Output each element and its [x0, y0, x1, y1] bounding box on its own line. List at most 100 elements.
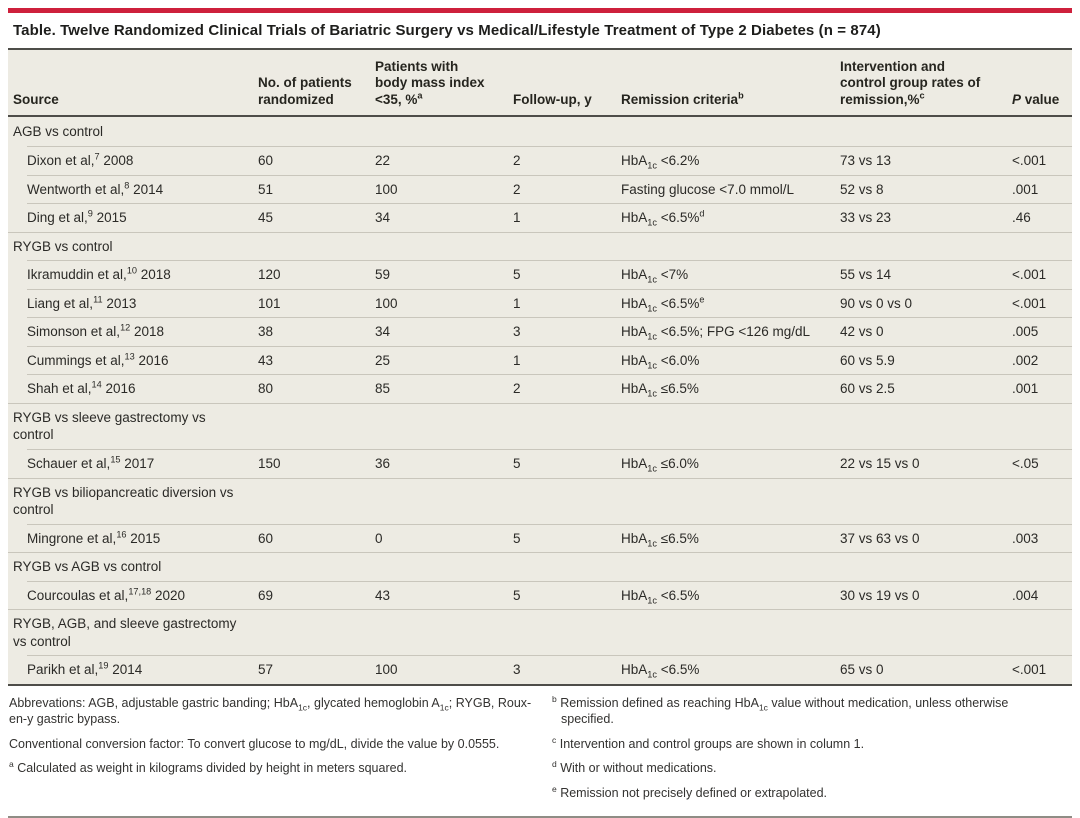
footnote-c: c Intervention and control groups are sh… [552, 734, 865, 751]
cell-followup: 1 [513, 210, 521, 226]
cell-followup: 1 [513, 295, 521, 311]
cell-p: .005 [1012, 324, 1039, 340]
group-header-row: AGB vs control [8, 117, 1072, 146]
cell-criteria: HbA1c <6.5%d [621, 208, 705, 228]
table-row: Wentworth et al,8 2014 51 100 2 Fasting gluc… [8, 174, 1072, 204]
cell-p: <.001 [1012, 267, 1047, 283]
cell-source: Shah et al,14 2016 [27, 379, 136, 397]
cell-n: 101 [258, 295, 281, 311]
cell-rates: 60 vs 2.5 [840, 381, 895, 397]
cell-rates: 42 vs 0 [840, 324, 884, 340]
footnote-e: e Remission not precisely defined or ext… [552, 783, 828, 800]
column-header-p: P value [1012, 91, 1060, 107]
cell-n: 57 [258, 662, 274, 678]
table-title: Table. Twelve Randomized Clinical Trials… [13, 22, 881, 39]
table-row: Cummings et al,13 2016 43 25 1 HbA1c <6.0% 60… [8, 345, 1072, 375]
cell-criteria: HbA1c <6.5% [621, 662, 700, 681]
table-row: Parikh et al,19 2014 57 100 3 HbA1c <6.5% 65 … [8, 655, 1072, 684]
cell-p: .001 [1012, 381, 1039, 397]
column-header-n: No. of patients randomized [258, 75, 352, 107]
group-header-row: RYGB, AGB, and sleeve gastrectomy vs con… [8, 609, 1072, 655]
group-header-row: RYGB vs sleeve gastrectomy vs control [8, 402, 1072, 449]
cell-followup: 5 [513, 587, 521, 603]
cell-rates: 55 vs 14 [840, 267, 892, 283]
cell-criteria: HbA1c <6.5%e [621, 294, 705, 314]
cell-p: .003 [1012, 530, 1039, 546]
cell-p: .004 [1012, 587, 1039, 603]
footnote-d: d With or without medications. [552, 759, 717, 776]
page: Table. Twelve Randomized Clinical Trials… [8, 8, 1072, 818]
cell-followup: 1 [513, 352, 521, 368]
cell-bmi: 0 [375, 530, 383, 546]
footnotes: Abbrevations: AGB, adjustable gastric ba… [8, 686, 1072, 810]
cell-criteria: HbA1c <7% [621, 267, 689, 285]
cell-source: Liang et al,11 2013 [27, 294, 137, 311]
cell-n: 69 [258, 587, 274, 603]
cell-source: Courcoulas et al,17,18 2020 [27, 586, 186, 603]
group-header-row: RYGB vs control [8, 231, 1072, 261]
cell-rates: 52 vs 8 [840, 181, 884, 197]
column-header-followup: Follow-up, y [513, 91, 592, 107]
cell-criteria: HbA1c <6.5% [621, 587, 700, 606]
cell-n: 51 [258, 181, 274, 197]
group-header-row: RYGB vs biliopancreatic diversion vs con… [8, 477, 1072, 524]
cell-p: <.001 [1012, 662, 1047, 678]
table-row: Dixon et al,7 2008 60 22 2 HbA1c <6.2% 73 vs … [8, 145, 1072, 175]
cell-p: <.001 [1012, 295, 1047, 311]
footnote-b: b Remission defined as reaching HbA1c va… [552, 693, 1009, 727]
cell-followup: 2 [513, 381, 521, 397]
cell-p: .46 [1012, 210, 1031, 226]
column-header-criteria: Remission criteriab [621, 90, 744, 107]
cell-p: <.05 [1012, 455, 1039, 471]
footnote: Conventional conversion factor: To conve… [9, 736, 500, 751]
cell-followup: 2 [513, 181, 521, 197]
cell-source: Schauer et al,15 2017 [27, 454, 155, 471]
cell-rates: 60 vs 5.9 [840, 352, 895, 368]
group-label: RYGB vs AGB vs control [13, 559, 162, 575]
table-row: Schauer et al,15 2017 150 36 5 HbA1c ≤6.0% 22… [8, 448, 1072, 478]
cell-source: Simonson et al,12 2018 [27, 322, 165, 340]
cell-source: Parikh et al,19 2014 [27, 660, 143, 678]
table-row: Mingrone et al,16 2015 60 0 5 HbA1c ≤6.5% 37 … [8, 523, 1072, 553]
cell-source: Dixon et al,7 2008 [27, 151, 134, 168]
cell-rates: 22 vs 15 vs 0 [840, 455, 920, 471]
cell-rates: 73 vs 13 [840, 152, 892, 168]
group-label: RYGB vs control [13, 238, 113, 254]
footnotes-right-column: b Remission defined as reaching HbA1c va… [552, 693, 1070, 810]
cell-bmi: 34 [375, 210, 391, 226]
cell-followup: 3 [513, 324, 521, 340]
group-header-row: RYGB vs AGB vs control [8, 552, 1072, 581]
cell-source: Cummings et al,13 2016 [27, 351, 169, 368]
cell-n: 120 [258, 267, 281, 283]
cell-followup: 5 [513, 267, 521, 283]
cell-n: 38 [258, 324, 274, 340]
table-row: Simonson et al,12 2018 38 34 3 HbA1c <6.5%; … [8, 317, 1072, 346]
cell-followup: 3 [513, 662, 521, 678]
cell-rates: 30 vs 19 vs 0 [840, 587, 920, 603]
cell-followup: 2 [513, 152, 521, 168]
column-header-source: Source [13, 91, 59, 107]
footnotes-left-column: Abbrevations: AGB, adjustable gastric ba… [9, 695, 532, 810]
cell-bmi: 43 [375, 587, 391, 603]
cell-bmi: 85 [375, 381, 391, 397]
table-row: Courcoulas et al,17,18 2020 69 43 5 HbA1c <6… [8, 580, 1072, 610]
table-row: Ikramuddin et al,10 2018 120 59 5 HbA1c <7% 5… [8, 260, 1072, 289]
cell-rates: 33 vs 23 [840, 210, 892, 226]
column-header-bmi: Patients with body mass index <35, %a [375, 59, 485, 107]
cell-n: 150 [258, 455, 281, 471]
cell-bmi: 25 [375, 352, 391, 368]
cell-source: Ikramuddin et al,10 2018 [27, 265, 171, 283]
group-label: RYGB vs biliopancreatic diversion vs con… [13, 484, 234, 518]
cell-source: Ding et al,9 2015 [27, 208, 127, 226]
cell-rates: 65 vs 0 [840, 662, 884, 678]
cell-criteria: HbA1c ≤6.5% [621, 381, 699, 400]
footnote-a: a Calculated as weight in kilograms divi… [9, 759, 407, 776]
cell-criteria: HbA1c ≤6.5% [621, 530, 699, 549]
cell-rates: 90 vs 0 vs 0 [840, 295, 913, 311]
cell-p: <.001 [1012, 152, 1047, 168]
cell-n: 60 [258, 530, 274, 546]
cell-criteria: HbA1c <6.5%; FPG <126 mg/dL [621, 324, 811, 342]
group-label: RYGB, AGB, and sleeve gastrectomy vs con… [13, 616, 237, 649]
cell-bmi: 22 [375, 152, 391, 168]
table-row: Shah et al,14 2016 80 85 2 HbA1c ≤6.5% 60 vs … [8, 374, 1072, 403]
